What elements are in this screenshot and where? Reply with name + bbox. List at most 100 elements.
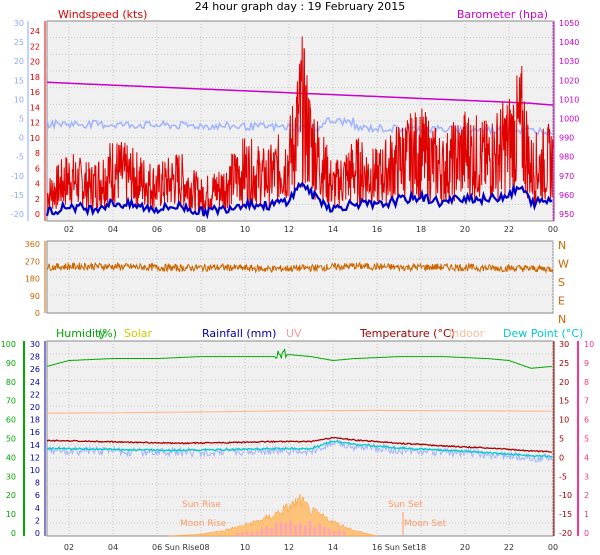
rainfall-tick-label: 2 bbox=[35, 516, 40, 525]
moon-rise-label: Moon Rise bbox=[180, 519, 227, 529]
temperature-tick-label: -20 bbox=[559, 529, 572, 538]
time-tick-label: 00 bbox=[548, 543, 558, 552]
wind-direction-line bbox=[46, 261, 554, 274]
barometer-tick-label: 1050 bbox=[559, 19, 579, 28]
barometer-tick-label: 950 bbox=[559, 210, 574, 219]
legend-temperature: Temperature (°C) bbox=[359, 327, 455, 340]
compass-letter: W bbox=[558, 258, 569, 271]
sun-set-label: Sun Set bbox=[388, 500, 423, 510]
rainfall-tick-label: 4 bbox=[35, 504, 40, 513]
time-tick-label: 22 bbox=[504, 543, 514, 552]
uv-tick-label: 8 bbox=[584, 378, 589, 387]
time-tick-label: 02 bbox=[64, 225, 74, 234]
sun-rise-label: Sun Rise bbox=[182, 500, 221, 510]
windspeed-line bbox=[46, 36, 554, 213]
time-tick-label: 10 bbox=[240, 225, 250, 234]
uv-tick-label: 0 bbox=[584, 529, 589, 538]
outer-temp-tick-label: 0 bbox=[19, 134, 24, 143]
outer-temp-tick-label: 30 bbox=[14, 19, 24, 28]
time-tick-label: 20 bbox=[460, 225, 470, 234]
legend-uv: UV bbox=[286, 327, 302, 340]
barometer-tick-label: 970 bbox=[559, 172, 574, 181]
barometer-tick-label: 990 bbox=[559, 134, 574, 143]
time-tick-label: 06 bbox=[152, 225, 162, 234]
outer-temp-tick-label: 20 bbox=[14, 57, 24, 66]
rainfall-tick-label: 28 bbox=[30, 353, 40, 362]
rainfall-tick-label: 22 bbox=[30, 390, 40, 399]
uv-tick-label: 1 bbox=[584, 510, 589, 519]
windspeed-tick-label: 12 bbox=[30, 119, 40, 128]
legend-rainfall: Rainfall (mm) bbox=[202, 327, 276, 340]
time-tick-label: 12 bbox=[284, 225, 294, 234]
wind-temp-line bbox=[46, 116, 553, 137]
compass-letter: E bbox=[558, 295, 565, 308]
solar-area bbox=[168, 493, 378, 537]
temperature-tick-label: 5 bbox=[559, 435, 564, 444]
humidity-tick-label: 70 bbox=[6, 397, 16, 406]
time-tick-label: 20 bbox=[460, 543, 470, 552]
outer-temp-tick-label: -5 bbox=[16, 153, 24, 162]
time-tick-label: 06 Sun Rise08 bbox=[152, 543, 210, 552]
humidity-tick-label: 20 bbox=[6, 491, 16, 500]
temperature-line bbox=[46, 436, 552, 453]
rainfall-tick-label: 6 bbox=[35, 491, 40, 500]
humidity-temperature-panel: Sun Rise Sun Set Moon Rise Moon Set Humi… bbox=[1, 327, 594, 552]
rainfall-tick-label: 8 bbox=[35, 479, 40, 488]
windspeed-tick-label: 18 bbox=[30, 73, 40, 82]
outer-temp-tick-label: 10 bbox=[14, 95, 24, 104]
dewpoint-line bbox=[46, 440, 553, 458]
windspeed-tick-label: 22 bbox=[30, 42, 40, 51]
chart-title: 24 hour graph day : 19 February 2015 bbox=[195, 0, 406, 13]
compass-letter: N bbox=[558, 239, 566, 252]
barometer-tick-label: 1030 bbox=[559, 57, 579, 66]
humidity-tick-label: 100 bbox=[1, 340, 16, 349]
humidity-tick-label: 80 bbox=[6, 378, 16, 387]
uv-tick-label: 4 bbox=[584, 453, 589, 462]
windspeed-tick-label: 6 bbox=[35, 164, 40, 173]
temperature-tick-label: 30 bbox=[559, 340, 569, 349]
time-tick-label: 04 bbox=[108, 225, 118, 234]
rainfall-tick-label: 18 bbox=[30, 416, 40, 425]
outer-temp-tick-label: 25 bbox=[14, 38, 24, 47]
outer-temp-tick-label: 5 bbox=[19, 115, 24, 124]
legend-indoor: Indoor bbox=[449, 327, 485, 340]
temperature-tick-label: 25 bbox=[559, 359, 569, 368]
direction-tick-label: 0 bbox=[35, 309, 40, 318]
time-tick-label: 16 Sun Set bbox=[372, 543, 416, 552]
rainfall-tick-label: 10 bbox=[30, 466, 40, 475]
uv-tick-label: 5 bbox=[584, 435, 589, 444]
rainfall-tick-label: 30 bbox=[30, 340, 40, 349]
barometer-tick-label: 1040 bbox=[559, 38, 579, 47]
windspeed-tick-label: 8 bbox=[35, 149, 40, 158]
legend-humidity-unit: (%) bbox=[98, 327, 117, 340]
rainfall-tick-label: 14 bbox=[30, 441, 40, 450]
barometer-tick-label: 1020 bbox=[559, 76, 579, 85]
barometer-tick-label: 1000 bbox=[559, 115, 579, 124]
barometer-axis-label: Barometer (hpa) bbox=[457, 8, 548, 21]
legend-humidity: Humidity bbox=[56, 327, 106, 340]
temperature-tick-label: 10 bbox=[559, 416, 569, 425]
windspeed-axis-label: Windspeed (kts) bbox=[58, 8, 147, 21]
direction-tick-label: 360 bbox=[25, 240, 40, 249]
windspeed-tick-label: 2 bbox=[35, 195, 40, 204]
humidity-tick-label: 0 bbox=[11, 529, 16, 538]
humidity-line bbox=[46, 348, 552, 369]
outer-temp-tick-label: -20 bbox=[11, 210, 24, 219]
humidity-tick-label: 50 bbox=[6, 435, 16, 444]
legend-solar: Solar bbox=[124, 327, 153, 340]
time-tick-label: 00 bbox=[548, 225, 558, 234]
time-tick-label: 14 bbox=[328, 225, 338, 234]
temperature-tick-label: 15 bbox=[559, 397, 569, 406]
windspeed-tick-label: 10 bbox=[30, 134, 40, 143]
time-tick-label: 22 bbox=[504, 225, 514, 234]
time-tick-label: 12 bbox=[284, 543, 294, 552]
indoor-line bbox=[47, 409, 552, 414]
wind-average-line bbox=[45, 181, 553, 220]
time-tick-label: 08 bbox=[196, 225, 206, 234]
uv-bars bbox=[236, 520, 346, 536]
windspeed-tick-label: 24 bbox=[30, 27, 40, 36]
legend-dewpoint: Dew Point (°C) bbox=[503, 327, 583, 340]
temperature-tick-label: -15 bbox=[559, 510, 572, 519]
